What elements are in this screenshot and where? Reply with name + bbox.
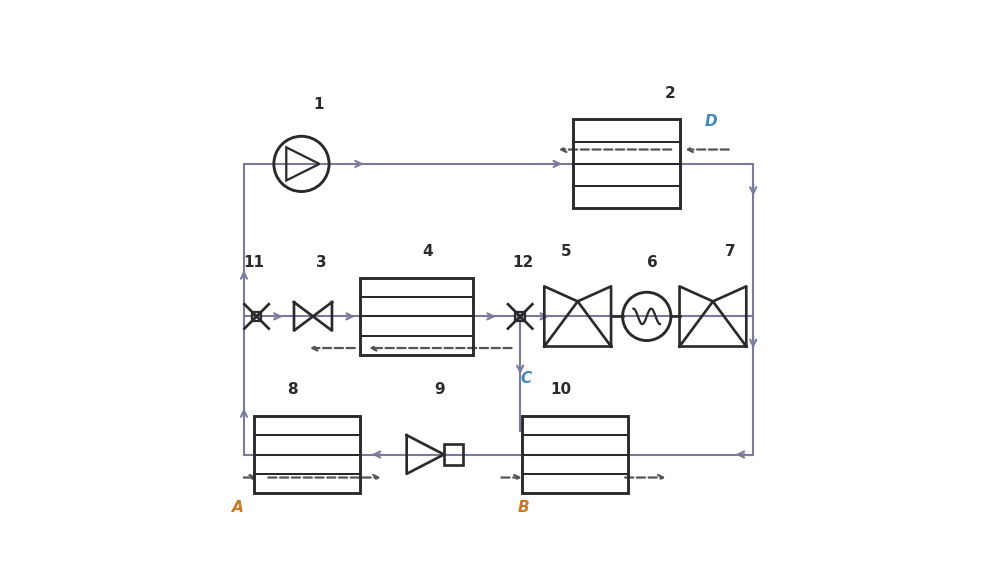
Text: D: D: [705, 114, 718, 130]
Text: 1: 1: [313, 97, 324, 112]
Bar: [515, 311, 525, 321]
Text: 11: 11: [243, 256, 264, 271]
Text: 4: 4: [423, 244, 433, 259]
Text: 10: 10: [550, 382, 571, 397]
Text: 9: 9: [434, 382, 445, 397]
Bar: [522, 415, 628, 493]
Bar: [360, 278, 473, 355]
Text: 6: 6: [647, 256, 658, 271]
Text: 5: 5: [561, 244, 571, 259]
Bar: [444, 444, 463, 465]
Text: 8: 8: [288, 382, 298, 397]
Text: A: A: [232, 500, 244, 515]
Bar: [252, 311, 261, 321]
Text: 12: 12: [512, 256, 534, 271]
Text: 7: 7: [725, 244, 735, 259]
Bar: [254, 415, 360, 493]
Text: C: C: [520, 371, 532, 386]
Text: 2: 2: [664, 86, 675, 101]
Text: B: B: [517, 500, 529, 515]
Bar: [573, 119, 680, 209]
Text: 3: 3: [316, 256, 327, 271]
